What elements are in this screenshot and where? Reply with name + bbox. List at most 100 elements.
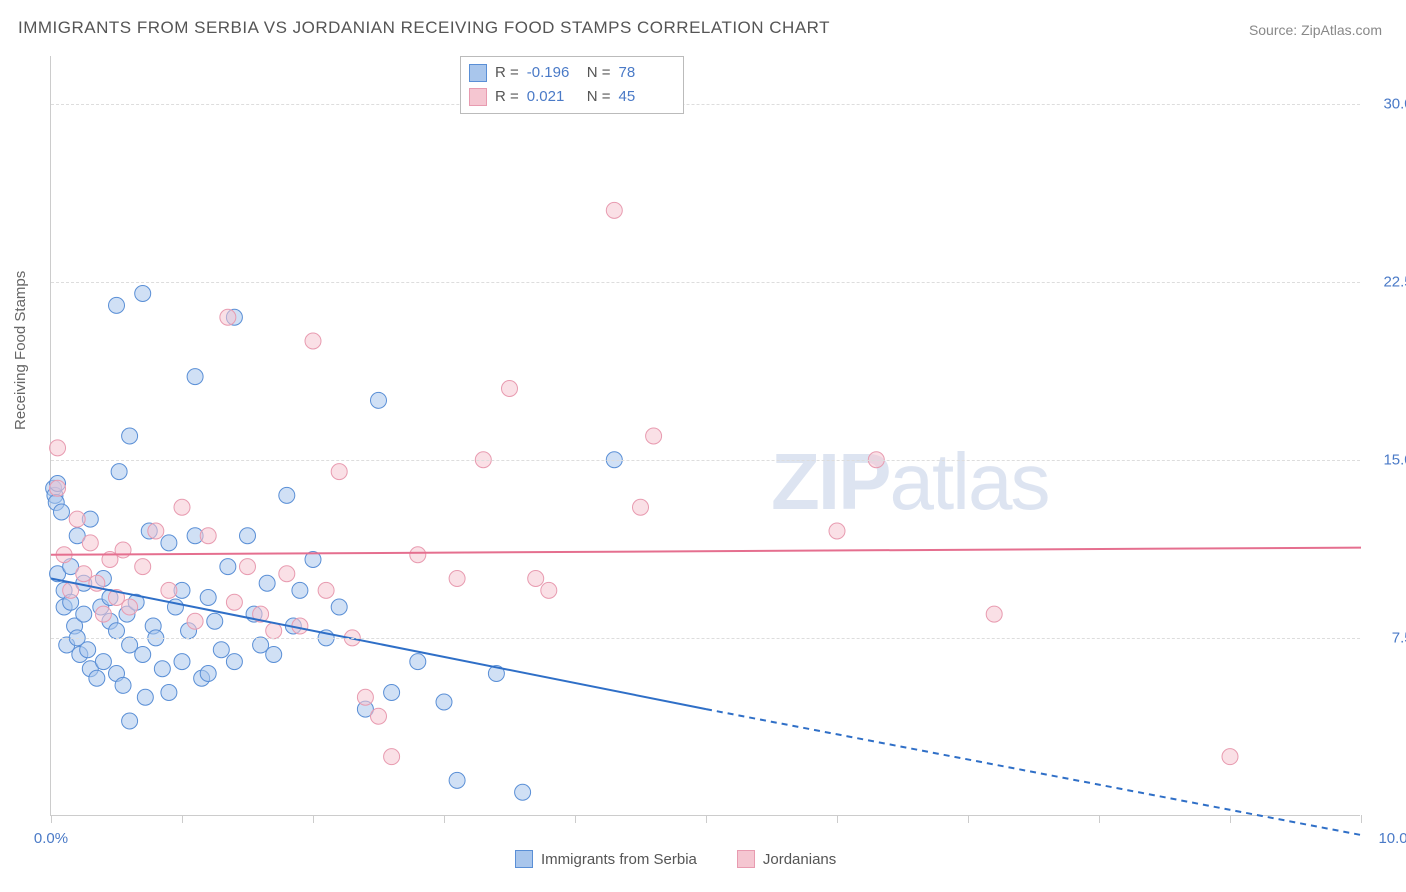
- source-attribution: Source: ZipAtlas.com: [1249, 22, 1382, 38]
- legend-label-jordan: Jordanians: [763, 851, 836, 868]
- gridline: [51, 638, 1360, 639]
- data-point: [226, 594, 242, 610]
- data-point: [240, 528, 256, 544]
- gridline: [51, 460, 1360, 461]
- data-point: [135, 559, 151, 575]
- data-point: [410, 654, 426, 670]
- data-point: [95, 606, 111, 622]
- data-point: [122, 428, 138, 444]
- swatch-jordan-icon: [737, 850, 755, 868]
- y-tick-label: 22.5%: [1383, 273, 1406, 290]
- data-point: [371, 708, 387, 724]
- data-point: [331, 599, 347, 615]
- data-point: [135, 286, 151, 302]
- data-point: [318, 582, 334, 598]
- n-value-serbia: 78: [619, 61, 671, 85]
- data-point: [50, 440, 66, 456]
- trend-line: [706, 709, 1361, 835]
- data-point: [279, 487, 295, 503]
- data-point: [357, 689, 373, 705]
- x-tick: [1361, 815, 1362, 823]
- data-point: [266, 623, 282, 639]
- n-value-jordan: 45: [619, 85, 671, 109]
- x-tick: [1230, 815, 1231, 823]
- data-point: [259, 575, 275, 591]
- data-point: [135, 647, 151, 663]
- x-tick-label-min: 0.0%: [34, 830, 68, 847]
- data-point: [82, 535, 98, 551]
- data-point: [220, 559, 236, 575]
- r-value-serbia: -0.196: [527, 61, 579, 85]
- trend-line: [51, 548, 1361, 555]
- swatch-jordan: [469, 88, 487, 106]
- data-point: [115, 677, 131, 693]
- data-point: [266, 647, 282, 663]
- data-point: [502, 381, 518, 397]
- stats-row-serbia: R = -0.196 N = 78: [469, 61, 671, 85]
- data-point: [449, 772, 465, 788]
- data-point: [115, 542, 131, 558]
- x-tick: [182, 815, 183, 823]
- data-point: [80, 642, 96, 658]
- data-point: [187, 369, 203, 385]
- data-point: [410, 547, 426, 563]
- data-point: [384, 685, 400, 701]
- data-point: [148, 523, 164, 539]
- legend-item-jordan: Jordanians: [737, 850, 836, 868]
- data-point: [606, 202, 622, 218]
- y-tick-label: 7.5%: [1392, 629, 1406, 646]
- data-point: [95, 654, 111, 670]
- x-tick: [444, 815, 445, 823]
- data-point: [122, 599, 138, 615]
- stats-legend: R = -0.196 N = 78 R = 0.021 N = 45: [460, 56, 684, 114]
- gridline: [51, 104, 1360, 105]
- data-point: [449, 571, 465, 587]
- data-point: [371, 392, 387, 408]
- series-legend: Immigrants from Serbia Jordanians: [515, 850, 836, 868]
- r-value-jordan: 0.021: [527, 85, 579, 109]
- x-tick-label-max: 10.0%: [1378, 830, 1406, 847]
- data-point: [187, 613, 203, 629]
- legend-item-serbia: Immigrants from Serbia: [515, 850, 697, 868]
- y-axis-label: Receiving Food Stamps: [12, 271, 29, 430]
- data-point: [1222, 749, 1238, 765]
- data-point: [220, 309, 236, 325]
- swatch-serbia-icon: [515, 850, 533, 868]
- data-point: [161, 582, 177, 598]
- data-point: [69, 511, 85, 527]
- chart-title: IMMIGRANTS FROM SERBIA VS JORDANIAN RECE…: [18, 18, 830, 38]
- x-tick: [968, 815, 969, 823]
- data-point: [240, 559, 256, 575]
- data-point: [89, 670, 105, 686]
- data-point: [226, 654, 242, 670]
- data-point: [109, 297, 125, 313]
- x-tick: [575, 815, 576, 823]
- data-point: [109, 623, 125, 639]
- x-tick: [837, 815, 838, 823]
- data-point: [200, 590, 216, 606]
- data-point: [50, 480, 66, 496]
- trend-line: [51, 579, 706, 710]
- data-point: [137, 689, 153, 705]
- data-point: [161, 685, 177, 701]
- x-tick: [706, 815, 707, 823]
- y-tick-label: 30.0%: [1383, 95, 1406, 112]
- x-tick: [51, 815, 52, 823]
- x-tick: [313, 815, 314, 823]
- data-point: [528, 571, 544, 587]
- data-point: [213, 642, 229, 658]
- data-point: [305, 333, 321, 349]
- data-point: [515, 784, 531, 800]
- data-point: [633, 499, 649, 515]
- data-point: [122, 713, 138, 729]
- data-point: [154, 661, 170, 677]
- data-point: [53, 504, 69, 520]
- data-point: [384, 749, 400, 765]
- data-point: [174, 499, 190, 515]
- gridline: [51, 282, 1360, 283]
- legend-label-serbia: Immigrants from Serbia: [541, 851, 697, 868]
- scatter-svg: [51, 56, 1360, 815]
- plot-area: ZIPatlas 7.5%15.0%22.5%30.0%0.0%10.0%: [50, 56, 1360, 816]
- data-point: [436, 694, 452, 710]
- data-point: [646, 428, 662, 444]
